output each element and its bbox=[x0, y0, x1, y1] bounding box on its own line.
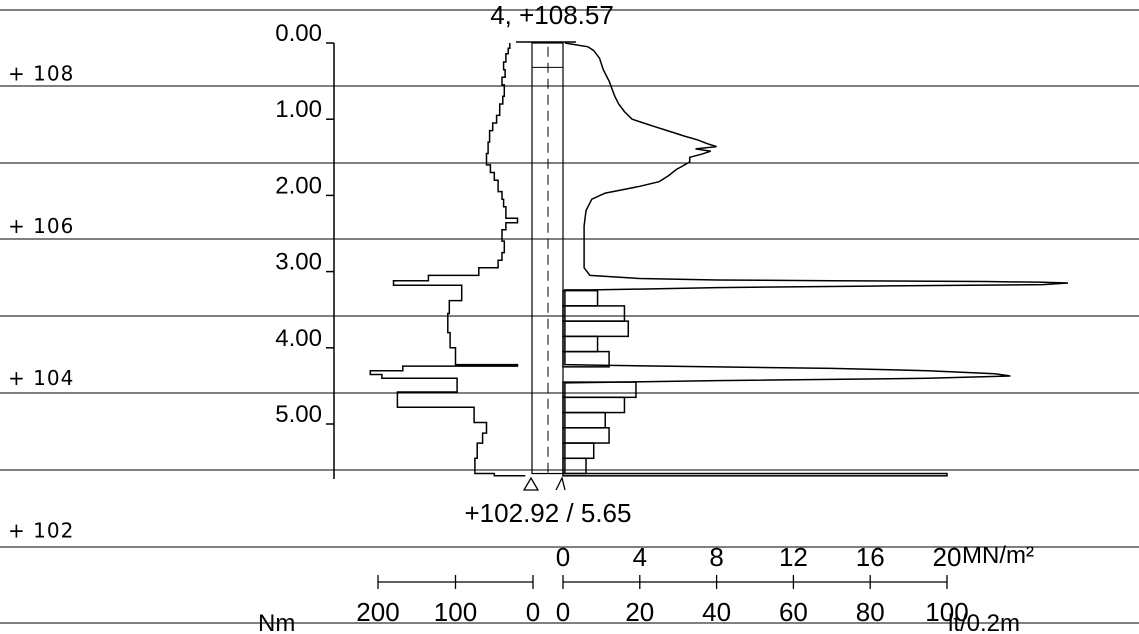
flow-tick-label: 100 bbox=[925, 597, 968, 627]
flow-tick-label: 60 bbox=[779, 597, 808, 627]
flow-bar bbox=[562, 472, 948, 477]
depth-axis: 0.00 1.00 2.00 3.00 4.00 5.00 bbox=[275, 20, 335, 479]
elevation-label: + 106 bbox=[8, 214, 74, 238]
elevation-label: + 104 bbox=[8, 366, 74, 390]
depth-tick-label: 2.00 bbox=[275, 172, 322, 199]
depth-tick-label: 5.00 bbox=[275, 401, 322, 428]
torque-tick-label: 0 bbox=[526, 597, 540, 627]
elevation-label: + 108 bbox=[8, 61, 74, 85]
flow-bar bbox=[562, 442, 595, 460]
resistance-tick-label: 0 bbox=[556, 542, 570, 572]
resistance-tick-label: 4 bbox=[633, 542, 647, 572]
flow-bar bbox=[562, 335, 599, 353]
water-level-marker bbox=[555, 476, 566, 491]
depth-tick-label: 0.00 bbox=[275, 20, 322, 47]
torque-line bbox=[369, 43, 526, 477]
elevation-labels: + 108 + 106 + 104 + 102 bbox=[8, 61, 74, 543]
elevation-label: + 102 bbox=[8, 519, 74, 543]
torque-unit: Nm bbox=[258, 610, 295, 634]
borehole-bottom-label: +102.92 / 5.65 bbox=[465, 498, 632, 528]
flow-tick-label: 80 bbox=[856, 597, 885, 627]
borehole-column bbox=[516, 41, 576, 491]
flow-tick-label: 0 bbox=[556, 597, 570, 627]
resistance-profile bbox=[564, 42, 1069, 474]
depth-tick-label: 1.00 bbox=[275, 96, 322, 123]
elevation-gridlines bbox=[0, 9, 1139, 624]
borehole-casing bbox=[531, 42, 564, 475]
flow-bar bbox=[562, 396, 626, 414]
flow-bar bbox=[562, 381, 637, 399]
depth-tick-label: 3.00 bbox=[275, 249, 322, 276]
flow-unit: lt/0.2m bbox=[948, 610, 1020, 634]
depth-tick-label: 4.00 bbox=[275, 325, 322, 352]
resistance-tick-label: 8 bbox=[709, 542, 723, 572]
borehole-top-label: 4, +108.57 bbox=[490, 0, 614, 30]
torque-tick-label: 100 bbox=[434, 597, 477, 627]
final-depth-marker bbox=[522, 476, 540, 491]
resistance-tick-label: 12 bbox=[779, 542, 808, 572]
flow-bar bbox=[562, 411, 606, 429]
resistance-unit: MN/m² bbox=[962, 542, 1034, 569]
flow-bar bbox=[562, 305, 626, 322]
flow-bar bbox=[562, 457, 587, 475]
flow-bar bbox=[562, 350, 610, 368]
flow-bar bbox=[562, 320, 630, 338]
flow-bar bbox=[562, 289, 599, 307]
resistance-tick-label: 16 bbox=[856, 542, 885, 572]
torque-profile bbox=[369, 43, 526, 477]
flow-bar bbox=[562, 427, 610, 444]
flow-tick-label: 20 bbox=[625, 597, 654, 627]
flow-tick-label: 40 bbox=[702, 597, 731, 627]
flow-bars bbox=[562, 289, 948, 477]
torque-tick-label: 200 bbox=[356, 597, 399, 627]
resistance-line bbox=[564, 42, 1069, 474]
resistance-tick-label: 20 bbox=[933, 542, 962, 572]
